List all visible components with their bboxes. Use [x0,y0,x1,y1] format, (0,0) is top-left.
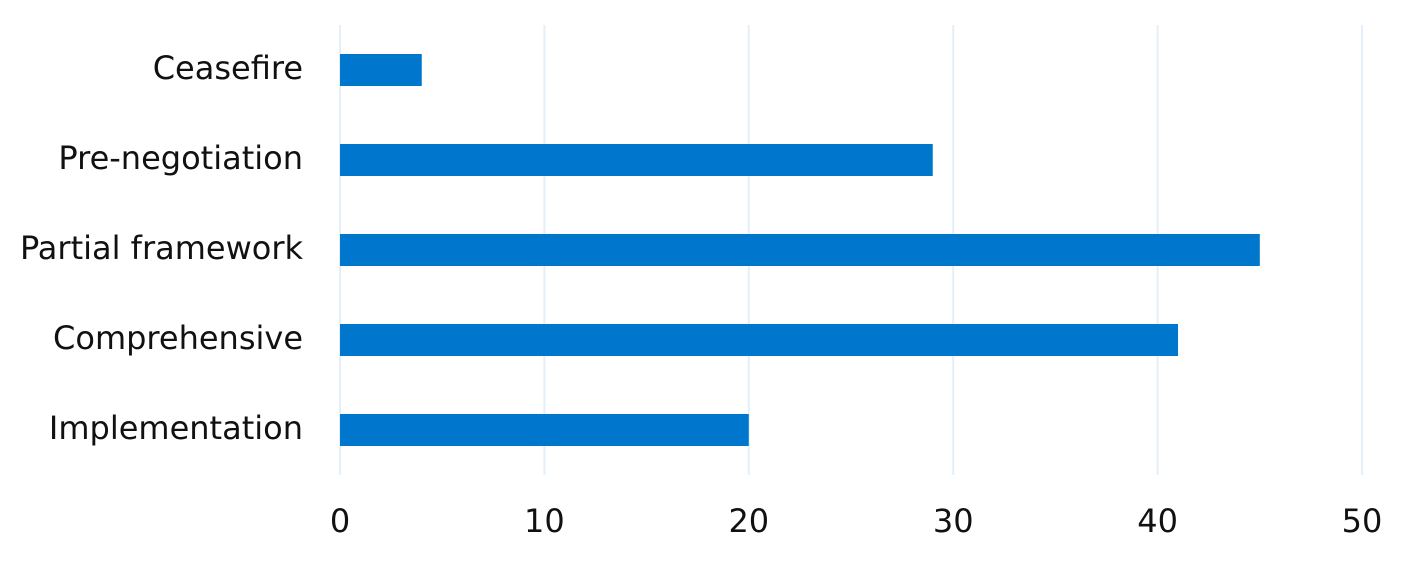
y-tick-label: Ceasefire [153,49,303,87]
bar [340,414,749,446]
y-tick-label: Implementation [49,409,303,447]
x-tick-label: 20 [728,502,769,540]
bar [340,144,933,176]
x-tick-label: 50 [1342,502,1383,540]
y-tick-label: Comprehensive [53,319,303,357]
bar [340,324,1179,356]
bar [340,234,1260,266]
y-tick-label: Pre-negotiation [58,139,303,177]
y-tick-label: Partial framework [20,229,304,267]
x-tick-label: 0 [330,502,350,540]
bar [340,54,422,86]
x-tick-label: 10 [524,502,565,540]
x-tick-label: 30 [933,502,974,540]
x-tick-label: 40 [1137,502,1178,540]
